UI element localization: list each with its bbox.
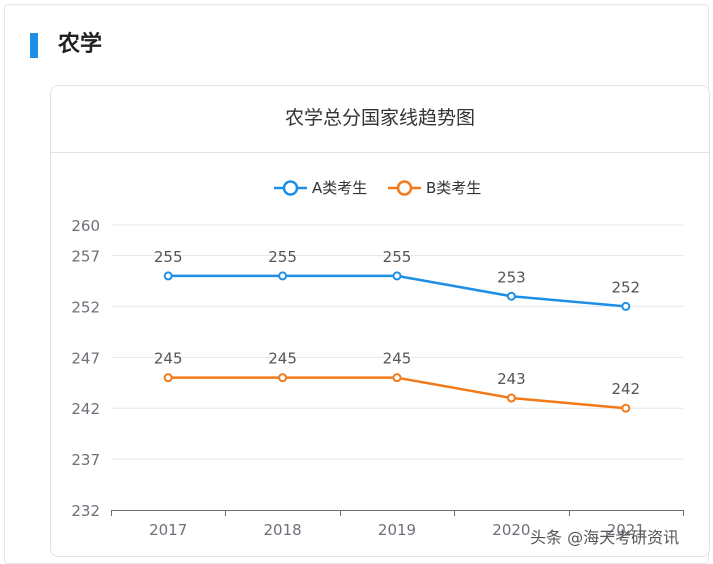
y-tick-label: 260 [71, 217, 100, 235]
y-tick-label: 242 [71, 400, 100, 418]
legend-marker [282, 180, 299, 196]
chart-card: 农学总分国家线趋势图 [50, 85, 710, 557]
data-point [506, 393, 516, 403]
data-label: 255 [154, 248, 183, 266]
section-accent-bar [30, 33, 38, 58]
data-point [278, 373, 288, 383]
data-label: 255 [383, 248, 412, 266]
data-label: 255 [268, 248, 297, 266]
data-point [392, 271, 402, 281]
y-tick-label: 257 [71, 248, 100, 266]
data-point [392, 373, 402, 383]
data-label: 245 [154, 350, 183, 368]
y-tick-label: 232 [71, 502, 100, 520]
y-tick-label: 237 [71, 451, 100, 469]
data-point [278, 271, 288, 281]
watermark: 头条 @海天考研资讯 [530, 528, 680, 547]
data-point [506, 291, 516, 301]
data-label: 252 [611, 278, 640, 296]
y-tick-label: 247 [71, 349, 100, 367]
data-point [163, 271, 173, 281]
series-line [168, 274, 626, 308]
data-label: 245 [383, 350, 412, 368]
data-point [621, 301, 631, 311]
data-label: 243 [497, 370, 526, 388]
data-label: 253 [497, 268, 526, 286]
data-label: 242 [611, 380, 640, 398]
data-label: 245 [268, 350, 297, 368]
section-title: 农学 [58, 32, 103, 57]
data-point [163, 373, 173, 383]
x-tick-label: 2020 [492, 521, 530, 539]
legend-label: B类考生 [426, 179, 481, 197]
x-tick-label: 2017 [149, 521, 187, 539]
data-point [621, 403, 631, 413]
x-tick-label: 2021 [607, 521, 645, 539]
chart-card-header: 农学总分国家线趋势图 [51, 86, 709, 153]
x-tick-label: 2018 [264, 521, 302, 539]
y-tick-label: 252 [71, 298, 100, 316]
chart-title: 农学总分国家线趋势图 [284, 107, 475, 129]
x-tick-label: 2019 [378, 521, 416, 539]
series-line [168, 376, 626, 410]
legend-label: A类考生 [312, 179, 367, 197]
legend-marker [396, 180, 413, 196]
